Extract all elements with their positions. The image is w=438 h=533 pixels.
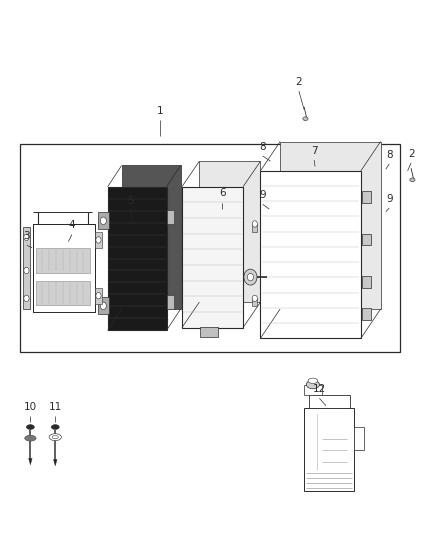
Text: 2: 2 (408, 149, 414, 159)
Bar (166, 210, 173, 224)
Text: 12: 12 (313, 384, 326, 394)
Bar (280, 142, 381, 309)
Text: 8: 8 (259, 142, 266, 152)
Ellipse shape (26, 425, 34, 430)
Text: 6: 6 (219, 189, 226, 198)
Bar (33, 224, 95, 312)
Circle shape (100, 302, 106, 310)
Circle shape (244, 269, 257, 285)
Circle shape (252, 221, 258, 227)
Text: 9: 9 (386, 194, 392, 204)
Ellipse shape (25, 435, 36, 441)
Text: 10: 10 (24, 402, 37, 412)
FancyBboxPatch shape (362, 308, 371, 320)
Bar (98, 297, 109, 314)
Bar (354, 426, 364, 450)
Circle shape (96, 293, 101, 299)
Text: 11: 11 (49, 402, 62, 412)
Bar (20, 144, 400, 352)
Bar (35, 248, 90, 273)
Text: 2: 2 (296, 77, 302, 87)
FancyBboxPatch shape (252, 298, 258, 306)
Bar (308, 395, 350, 408)
Bar (304, 384, 321, 395)
FancyBboxPatch shape (362, 276, 371, 288)
Ellipse shape (49, 434, 61, 441)
Text: 5: 5 (127, 197, 134, 206)
FancyBboxPatch shape (362, 191, 371, 203)
Text: 4: 4 (69, 220, 75, 230)
Bar (22, 227, 30, 309)
Ellipse shape (303, 117, 308, 120)
Text: 7: 7 (311, 146, 318, 156)
Bar (261, 171, 361, 338)
Text: 1: 1 (157, 106, 163, 116)
Circle shape (96, 237, 101, 243)
Circle shape (100, 217, 106, 224)
Circle shape (247, 273, 254, 281)
Ellipse shape (410, 178, 415, 182)
Circle shape (24, 295, 29, 302)
Bar (98, 212, 109, 229)
Bar (108, 187, 166, 330)
Polygon shape (53, 459, 57, 466)
Ellipse shape (306, 380, 319, 389)
Bar (95, 288, 102, 304)
FancyBboxPatch shape (362, 233, 371, 245)
Ellipse shape (51, 425, 59, 430)
Circle shape (252, 295, 258, 302)
Bar (35, 281, 90, 305)
Bar (95, 232, 102, 248)
Bar (122, 165, 180, 309)
Text: 3: 3 (24, 231, 30, 241)
Circle shape (24, 267, 29, 273)
Text: 8: 8 (386, 150, 392, 160)
Ellipse shape (52, 435, 58, 439)
Circle shape (24, 234, 29, 240)
Bar (199, 161, 261, 302)
Ellipse shape (308, 378, 318, 383)
Bar (304, 408, 354, 491)
Text: 9: 9 (259, 190, 266, 200)
FancyBboxPatch shape (252, 224, 258, 232)
Bar (182, 187, 243, 328)
Polygon shape (28, 458, 32, 465)
FancyBboxPatch shape (200, 327, 218, 337)
Bar (166, 295, 173, 309)
